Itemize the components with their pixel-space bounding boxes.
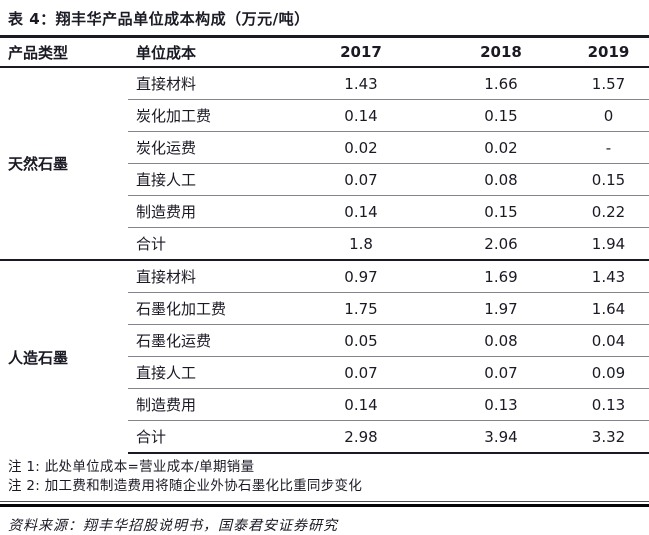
group-label-natural-graphite: 天然石墨 <box>8 155 69 173</box>
value-2017: 0.14 <box>288 195 434 228</box>
value-2019: 0.04 <box>568 324 649 357</box>
table-notes: 注 1: 此处单位成本=营业成本/单期销量 注 2: 加工费和制造费用将随企业外… <box>0 454 649 502</box>
group-label-artificial-graphite: 人造石墨 <box>0 259 128 453</box>
value-2019: 0.22 <box>568 195 649 228</box>
group-artificial-graphite: 人造石墨 直接材料 0.97 1.69 1.43 石墨化加工费 1.75 1.9… <box>0 259 649 454</box>
value-2019: 0.15 <box>568 163 649 196</box>
cost-item-label: 直接材料 <box>128 259 288 293</box>
value-2018: 1.69 <box>434 259 568 293</box>
value-2017: 0.02 <box>288 131 434 164</box>
value-2017: 0.14 <box>288 388 434 421</box>
data-source-line: 资料来源：翔丰华招股说明书，国泰君安证券研究 <box>8 518 338 534</box>
table-row: 制造费用 0.14 0.15 0.22 <box>0 195 649 228</box>
cost-item-label: 制造费用 <box>128 388 288 421</box>
cost-item-label: 炭化加工费 <box>128 99 288 132</box>
note-2: 注 2: 加工费和制造费用将随企业外协石墨化比重同步变化 <box>8 478 363 494</box>
cost-item-label: 制造费用 <box>128 195 288 228</box>
cost-item-label: 直接人工 <box>128 356 288 389</box>
column-header-unit-cost: 单位成本 <box>128 38 288 68</box>
value-2018: 0.13 <box>434 388 568 421</box>
value-2019: 1.64 <box>568 292 649 325</box>
value-2017: 0.07 <box>288 163 434 196</box>
table-row: 石墨化运费 0.05 0.08 0.04 <box>0 324 649 357</box>
column-header-2018: 2018 <box>434 38 568 68</box>
value-2017: 0.14 <box>288 99 434 132</box>
bottom-rule <box>0 504 649 507</box>
value-2018: 0.08 <box>434 163 568 196</box>
value-2018: 0.15 <box>434 99 568 132</box>
value-2018: 0.02 <box>434 131 568 164</box>
column-header-2019: 2019 <box>568 38 649 68</box>
table-row-total: 合计 1.8 2.06 1.94 <box>0 227 649 260</box>
value-2019: - <box>568 131 649 164</box>
value-2019: 0.09 <box>568 356 649 389</box>
cost-item-label: 直接人工 <box>128 163 288 196</box>
value-2018: 2.06 <box>434 227 568 260</box>
value-2019: 3.32 <box>568 420 649 454</box>
column-header-product-type: 产品类型 <box>0 38 128 68</box>
cost-item-label: 石墨化加工费 <box>128 292 288 325</box>
cost-item-label: 炭化运费 <box>128 131 288 164</box>
column-header-2017: 2017 <box>288 38 434 68</box>
value-2019: 1.94 <box>568 227 649 260</box>
value-2017: 1.43 <box>344 74 378 93</box>
value-2019: 1.57 <box>591 74 626 93</box>
cost-item-label: 合计 <box>128 227 288 260</box>
value-2019: 0 <box>568 99 649 132</box>
value-2018: 1.66 <box>484 74 518 93</box>
value-2017: 0.07 <box>288 356 434 389</box>
cost-item-label: 石墨化运费 <box>128 324 288 357</box>
cost-item-label: 直接材料 <box>136 75 197 93</box>
value-2019: 1.43 <box>568 259 649 293</box>
table-row-total: 合计 2.98 3.94 3.32 <box>0 420 649 454</box>
value-2018: 0.15 <box>434 195 568 228</box>
value-2019: 0.13 <box>568 388 649 421</box>
unit-cost-table: 产品类型 单位成本 2017 2018 2019 天然石墨 直接材料 1.43 … <box>0 38 649 454</box>
table-row: 石墨化加工费 1.75 1.97 1.64 <box>0 292 649 325</box>
value-2017: 2.98 <box>288 420 434 454</box>
value-2017: 1.75 <box>288 292 434 325</box>
table-row: 炭化运费 0.02 0.02 - <box>0 131 649 164</box>
table-row: 人造石墨 直接材料 0.97 1.69 1.43 <box>0 259 649 453</box>
value-2017: 0.05 <box>288 324 434 357</box>
table-title: 表 4：翔丰华产品单位成本构成（万元/吨） <box>0 0 649 38</box>
value-2017: 0.97 <box>288 259 434 293</box>
value-2017: 1.8 <box>288 227 434 260</box>
value-2018: 0.07 <box>434 356 568 389</box>
table-row: 天然石墨 直接材料 1.43 1.66 1.57 <box>0 67 649 174</box>
table-row: 直接人工 0.07 0.07 0.09 <box>0 356 649 389</box>
value-2018: 0.08 <box>434 324 568 357</box>
group-natural-graphite: 天然石墨 直接材料 1.43 1.66 1.57 炭化加工费 0.14 0.15… <box>0 67 649 260</box>
note-1: 注 1: 此处单位成本=营业成本/单期销量 <box>8 459 255 475</box>
value-2018: 3.94 <box>434 420 568 454</box>
value-2018: 1.97 <box>434 292 568 325</box>
table-header: 产品类型 单位成本 2017 2018 2019 <box>0 38 649 68</box>
cost-item-label: 合计 <box>128 420 288 454</box>
header-row: 产品类型 单位成本 2017 2018 2019 <box>0 38 649 68</box>
table-row: 制造费用 0.14 0.13 0.13 <box>0 388 649 421</box>
table-row: 炭化加工费 0.14 0.15 0 <box>0 99 649 132</box>
table-row: 直接人工 0.07 0.08 0.15 <box>0 163 649 196</box>
